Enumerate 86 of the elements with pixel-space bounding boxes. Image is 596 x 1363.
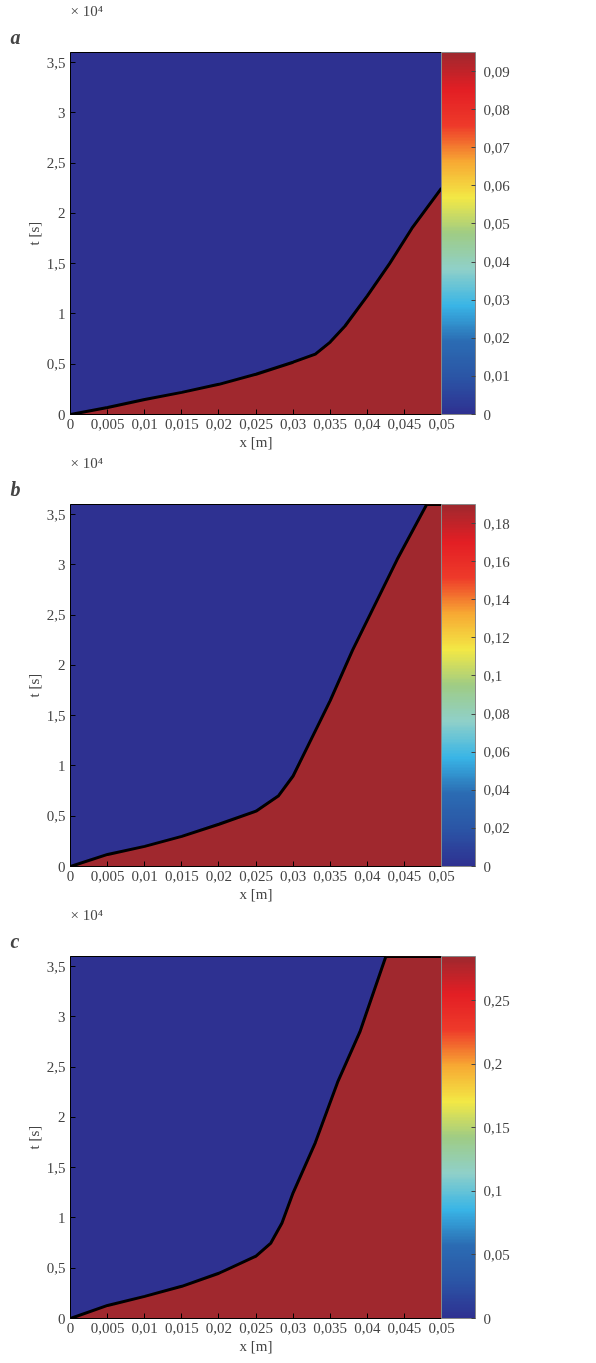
chart-title: b [10, 477, 21, 500]
color-bar-label: 0,06 [483, 177, 511, 194]
color-bar-label: 0,18 [483, 515, 510, 532]
x-tick-label: 0,005 [90, 867, 125, 884]
x-tick-label: 0,035 [313, 1319, 348, 1336]
chart-title: c [10, 929, 20, 952]
y-tick-label: 0,5 [46, 1260, 66, 1277]
x-tick-label: 0,035 [313, 415, 348, 432]
color-bar-label: 0,04 [483, 782, 511, 799]
color-bar-label: 0,02 [483, 820, 510, 837]
color-bar-label: 0,02 [483, 330, 510, 347]
color-bar-label: 0,05 [483, 1246, 510, 1263]
y-axis-title: t [s] [25, 221, 42, 246]
color-bar-label: 0,01 [483, 368, 510, 385]
x-tick-label: 0,015 [164, 415, 199, 432]
y-tick-label: 3,5 [46, 506, 66, 523]
x-tick-label: 0,025 [239, 415, 273, 432]
x-tick-label: 0,035 [313, 867, 348, 884]
x-tick-label: 0,015 [164, 1319, 199, 1336]
x-tick-label: 0,045 [387, 415, 422, 432]
x-tick-label: 0,05 [428, 1319, 455, 1336]
y-tick-label: 1,5 [46, 1159, 66, 1176]
y-tick-label: 2 [58, 657, 66, 674]
x-tick-label: 0,005 [90, 415, 125, 432]
y-tick-label: 2 [58, 205, 66, 222]
x-axis-title: x [m] [239, 433, 273, 450]
x-tick-label: 0,005 [90, 1319, 125, 1336]
color-bar-label: 0,15 [483, 1119, 510, 1136]
x-tick-label: 0,045 [387, 1319, 422, 1336]
x-tick-label: 0,02 [205, 867, 233, 884]
color-bar-label: 0,1 [483, 1183, 503, 1200]
x-tick-label: 0,05 [428, 415, 455, 432]
y-tick-label: 3 [58, 556, 66, 573]
x-tick-label: 0,025 [239, 1319, 273, 1336]
text: × 10⁴ [70, 2, 103, 19]
x-tick-label: 0,03 [279, 415, 307, 432]
text: × 10⁴ [70, 454, 103, 471]
x-tick-label: 0,04 [354, 867, 381, 884]
x-tick-label: 0,04 [354, 1319, 381, 1336]
color-bar-label: 0,14 [483, 591, 511, 608]
y-tick-label: 1 [58, 1209, 66, 1226]
color-bar-label: 0,09 [483, 63, 510, 80]
color-bar-label: 0,07 [483, 139, 511, 156]
y-tick-label: 3,5 [46, 54, 66, 71]
x-tick-label: 0,045 [387, 867, 422, 884]
x-tick-label: 0,03 [279, 867, 307, 884]
color-bar-label: 0,1 [483, 667, 503, 684]
color-bar-label: 0,12 [483, 629, 510, 646]
x-tick-label: 0,05 [428, 867, 455, 884]
x-axis-title: x [m] [239, 885, 273, 902]
x-tick-label: 0,01 [131, 415, 158, 432]
y-tick-label: 2,5 [46, 607, 66, 624]
y-tick-label: 0,5 [46, 356, 66, 373]
y-tick-label: 1 [58, 305, 66, 322]
x-tick-label: 0,03 [279, 1319, 307, 1336]
color-bar-label: 0,06 [483, 744, 511, 761]
y-tick-label: 2,5 [46, 155, 66, 172]
color-bar-label: 0,05 [483, 215, 510, 232]
color-bar-label: 0,08 [483, 706, 510, 723]
color-bar-label: 0,16 [483, 553, 511, 570]
y-tick-label: 1 [58, 757, 66, 774]
y-tick-label: 2 [58, 1109, 66, 1126]
y-tick-label: 1,5 [46, 255, 66, 272]
y-tick-label: 0,5 [46, 808, 66, 825]
y-tick-label: 3,5 [46, 958, 66, 975]
y-tick-label: 3 [58, 1008, 66, 1025]
x-tick-label: 0,015 [164, 867, 199, 884]
chart-title: a [10, 25, 21, 48]
x-tick-label: 0,04 [354, 415, 381, 432]
y-axis-title: t [s] [25, 673, 42, 698]
color-bar-label: 0,04 [483, 254, 511, 271]
color-bar-label: 0,25 [483, 992, 510, 1009]
x-tick-label: 0,02 [205, 1319, 233, 1336]
y-tick-label: 3 [58, 104, 66, 121]
y-axis-title: t [s] [25, 1125, 42, 1150]
y-tick-label: 1,5 [46, 707, 66, 724]
color-bar-label: 0,03 [483, 292, 510, 309]
x-tick-label: 0,01 [131, 1319, 158, 1336]
color-bar-label: 0,2 [483, 1056, 503, 1073]
x-tick-label: 0,02 [205, 415, 233, 432]
x-tick-label: 0,025 [239, 867, 273, 884]
x-tick-label: 0,01 [131, 867, 158, 884]
x-axis-title: x [m] [239, 1337, 273, 1354]
color-bar-label: 0,08 [483, 101, 510, 118]
text: × 10⁴ [70, 906, 103, 923]
y-tick-label: 2,5 [46, 1059, 66, 1076]
